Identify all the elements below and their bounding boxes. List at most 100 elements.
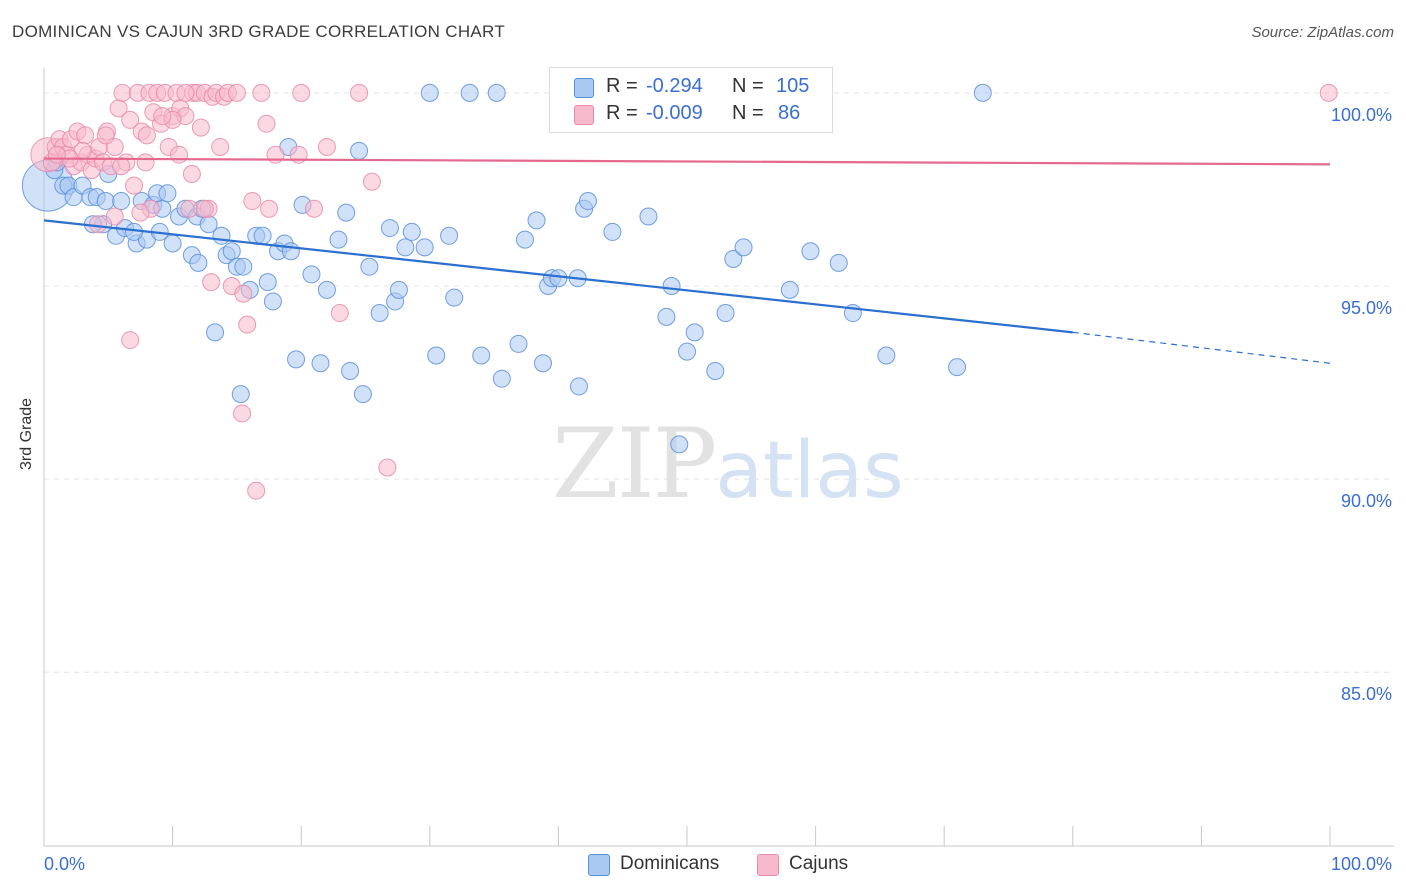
legend-n-label: N = xyxy=(732,102,764,124)
legend-r-label: R = xyxy=(606,102,638,124)
dominican-point xyxy=(706,361,725,380)
legend-label-dominicans: Dominicans xyxy=(620,853,720,874)
dominican-point xyxy=(509,334,528,353)
cajun-point xyxy=(131,203,150,222)
cajun-point xyxy=(211,137,230,156)
dominican-point xyxy=(657,307,676,326)
cajun-point xyxy=(136,153,155,172)
cajun-trend-line xyxy=(43,157,1331,166)
cajun-point xyxy=(378,458,397,477)
cajun-point xyxy=(257,114,276,133)
dominican-point xyxy=(380,219,399,238)
dominican-point xyxy=(125,222,144,241)
dominican-point xyxy=(253,226,272,245)
cajun-point xyxy=(105,207,124,226)
cajun-point xyxy=(137,126,156,145)
dominican-point xyxy=(263,292,282,311)
legend-row-cajuns: R = -0.009 N = 86 xyxy=(550,99,832,129)
dominican-point xyxy=(234,257,253,276)
dominican-point xyxy=(353,385,372,404)
dominican-point xyxy=(492,369,511,388)
dominican-point xyxy=(527,211,546,230)
dominican-point xyxy=(360,257,379,276)
dominican-point xyxy=(231,385,250,404)
cajun-point xyxy=(195,199,214,218)
dominican-trend-line xyxy=(43,219,1073,334)
dominican-point xyxy=(445,288,464,307)
dominican-point xyxy=(662,277,681,295)
dominican-point xyxy=(515,230,534,249)
cajun-point xyxy=(47,145,66,164)
dominican-point xyxy=(533,354,552,373)
cajun-point xyxy=(362,172,381,191)
legend-n-value: 86 xyxy=(778,102,801,124)
cajun-point xyxy=(252,83,271,102)
dominican-point xyxy=(402,222,421,241)
cajun-point xyxy=(238,315,257,334)
cajun-point xyxy=(305,199,324,218)
y-tick-label: 100.0% xyxy=(1331,105,1392,125)
dominican-point xyxy=(350,141,369,160)
dominican-point xyxy=(780,280,799,299)
dominican-point xyxy=(973,83,992,102)
watermark-atlas: atlas xyxy=(715,426,904,516)
dominican-point xyxy=(370,304,389,323)
legend-n-value: 105 xyxy=(776,75,810,97)
dominican-point xyxy=(158,184,177,203)
y-tick-label: 95.0% xyxy=(1341,298,1392,318)
dominican-point xyxy=(329,230,348,249)
dominican-point xyxy=(877,346,896,365)
dominican-point xyxy=(578,192,597,211)
cajun-point xyxy=(260,199,279,218)
cajun-point xyxy=(121,331,140,350)
legend-swatch-blue xyxy=(574,78,594,98)
dominican-point xyxy=(396,238,415,257)
dominican-point xyxy=(212,226,231,245)
cajun-point xyxy=(191,118,210,137)
cajun-point xyxy=(112,157,131,176)
legend-r-value: -0.294 xyxy=(646,75,703,97)
cajun-point xyxy=(234,284,253,303)
dominican-point xyxy=(670,435,689,454)
dominican-point xyxy=(287,350,306,369)
cajun-point xyxy=(96,126,115,145)
dominican-point xyxy=(460,83,479,102)
legend-label-cajuns: Cajuns xyxy=(789,853,849,874)
dominican-point xyxy=(801,242,820,261)
dominican-point xyxy=(96,192,115,211)
cajun-point xyxy=(182,165,201,183)
dominican-point xyxy=(415,238,434,257)
cajun-point xyxy=(247,481,266,500)
x-tick-label: 0.0% xyxy=(44,854,85,874)
cajun-point xyxy=(330,304,349,323)
watermark-zip: ZIP xyxy=(552,408,717,520)
cajun-point xyxy=(233,404,252,423)
source-label: Source: ZipAtlas.com xyxy=(1251,24,1394,41)
dominican-point xyxy=(603,222,622,241)
cajun-point xyxy=(153,107,172,126)
cajun-point xyxy=(202,273,221,292)
chart-title: DOMINICAN VS CAJUN 3RD GRADE CORRELATION… xyxy=(12,22,506,41)
cajun-point xyxy=(89,215,108,234)
dominican-point xyxy=(549,269,568,288)
dominican-point xyxy=(639,207,658,226)
series-legend: Dominicans Cajuns xyxy=(0,852,1406,878)
swatch-dominicans xyxy=(588,854,610,876)
cajun-point xyxy=(180,199,199,218)
cajun-point xyxy=(317,137,336,156)
cajun-point xyxy=(125,176,144,195)
dominican-point xyxy=(206,323,225,342)
cajun-point xyxy=(227,83,246,102)
watermark: ZIPatlas xyxy=(552,408,904,520)
dominican-point xyxy=(112,192,131,211)
dominican-point xyxy=(302,265,321,284)
legend-swatch-pink xyxy=(574,105,594,125)
dominican-point xyxy=(317,280,336,299)
dominican-point xyxy=(258,273,277,292)
legend-r-value: -0.009 xyxy=(646,102,703,124)
y-tick-label: 90.0% xyxy=(1341,491,1392,511)
dominican-point xyxy=(281,242,300,261)
dominican-point xyxy=(716,304,735,323)
y-tick-label: 85.0% xyxy=(1341,684,1392,704)
